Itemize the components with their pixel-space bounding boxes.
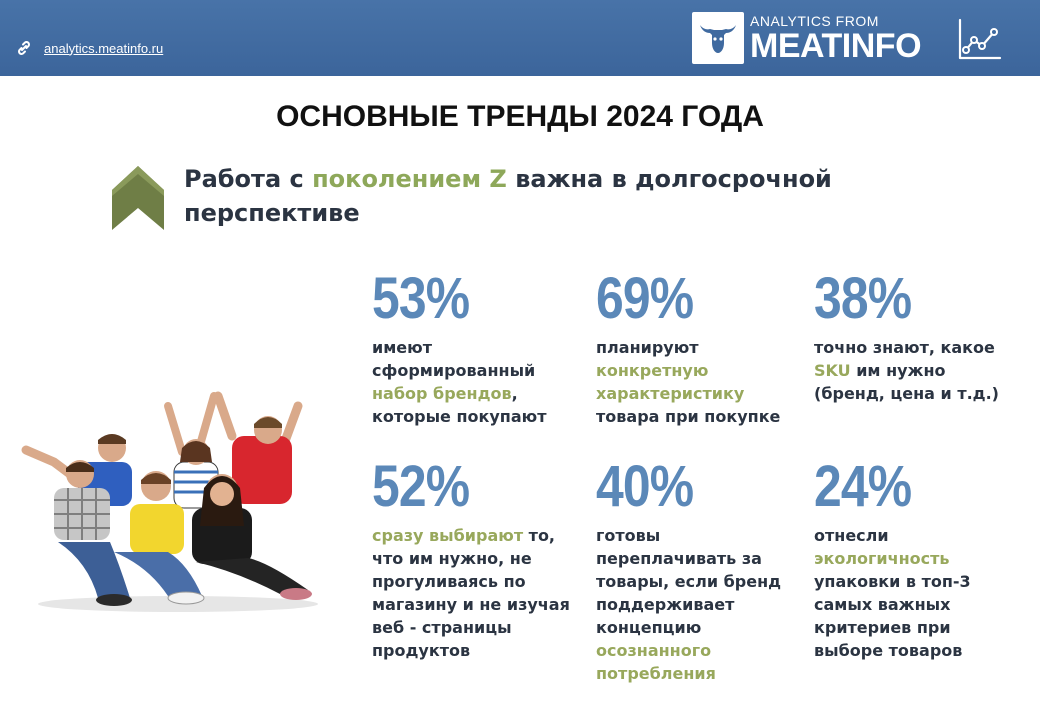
stat-text-pre: отнесли — [814, 526, 889, 545]
stat-text-accent: осознанного потребления — [596, 641, 716, 683]
site-link[interactable]: analytics.meatinfo.ru — [16, 40, 163, 56]
link-icon — [18, 41, 30, 55]
stat-text-post: , которые покупают — [372, 384, 547, 426]
stat-text-post: товара при покупке — [596, 407, 781, 426]
stat-value: 40% — [596, 454, 694, 519]
bull-head-icon — [700, 25, 736, 53]
stat-card: 69% планируют конкретную характеристику … — [596, 270, 796, 428]
stat-card: 53% имеют сформированный набор брендов, … — [372, 270, 572, 428]
stat-text-pre: планируют — [596, 338, 699, 357]
stat-text-accent: сразу выбирают — [372, 526, 524, 545]
stat-text-post: им нужно (бренд, цена и т.д.) — [814, 361, 999, 403]
stat-text-accent: SKU — [814, 361, 851, 380]
group-photo — [21, 391, 318, 612]
subtitle-accent: поколением Z — [312, 165, 507, 193]
stat-description: точно знают, какое SKU им нужно (бренд, … — [814, 336, 1014, 405]
stat-value: 69% — [596, 266, 694, 331]
stat-text-accent: конкретную характеристику — [596, 361, 745, 403]
stat-card: 40% готовы переплачивать за товары, если… — [596, 458, 796, 685]
stat-text-accent: набор брендов — [372, 384, 512, 403]
stat-card: 38% точно знают, какое SKU им нужно (бре… — [814, 270, 1014, 405]
logo-big-text: MEATINFO — [750, 27, 922, 65]
subtitle: Работа с поколением Z важна в долгосрочн… — [184, 162, 944, 230]
stat-value: 24% — [814, 454, 912, 519]
logo-text: ANALYTICS FROM MEATINFO — [750, 12, 922, 65]
site-link-text[interactable]: analytics.meatinfo.ru — [44, 40, 164, 56]
stat-description: планируют конкретную характеристику това… — [596, 336, 796, 428]
stat-text-pre: готовы переплачивать за товары, если бре… — [596, 526, 782, 637]
subtitle-part1: Работа с — [184, 165, 313, 193]
page-title: ОСНОВНЫЕ ТРЕНДЫ 2024 ГОДА — [276, 100, 764, 133]
stat-text-post: упаковки в топ-3 самых важных критериев … — [814, 572, 971, 660]
stat-value: 38% — [814, 266, 912, 331]
stat-description: имеют сформированный набор брендов, кото… — [372, 336, 572, 428]
logo-badge — [692, 12, 744, 64]
chevron-up-icon — [112, 166, 164, 230]
subtitle-part2: важна в долгосрочной перспективе — [184, 165, 832, 227]
stat-card: 52% сразу выбирают то, что им нужно, не … — [372, 458, 572, 662]
stat-value: 53% — [372, 266, 470, 331]
line-chart-icon[interactable] — [956, 16, 1002, 62]
logo-small-text: ANALYTICS FROM — [750, 13, 879, 29]
stat-text-pre: имеют сформированный — [372, 338, 536, 380]
stat-card: 24% отнесли экологичность упаковки в топ… — [814, 458, 1014, 662]
stat-description: отнесли экологичность упаковки в топ-3 с… — [814, 524, 1014, 662]
header-bar: analytics.meatinfo.ru ANALYTICS FROM MEA… — [0, 0, 1040, 76]
stat-text-post: то, что им нужно, не прогуливаясь по маг… — [372, 526, 570, 660]
stat-description: сразу выбирают то, что им нужно, не прог… — [372, 524, 572, 662]
stat-description: готовы переплачивать за товары, если бре… — [596, 524, 796, 685]
stat-text-accent: экологичность — [814, 549, 950, 568]
stat-value: 52% — [372, 454, 470, 519]
meatinfo-logo[interactable]: ANALYTICS FROM MEATINFO — [692, 12, 922, 65]
stat-text-pre: точно знают, какое — [814, 338, 995, 357]
